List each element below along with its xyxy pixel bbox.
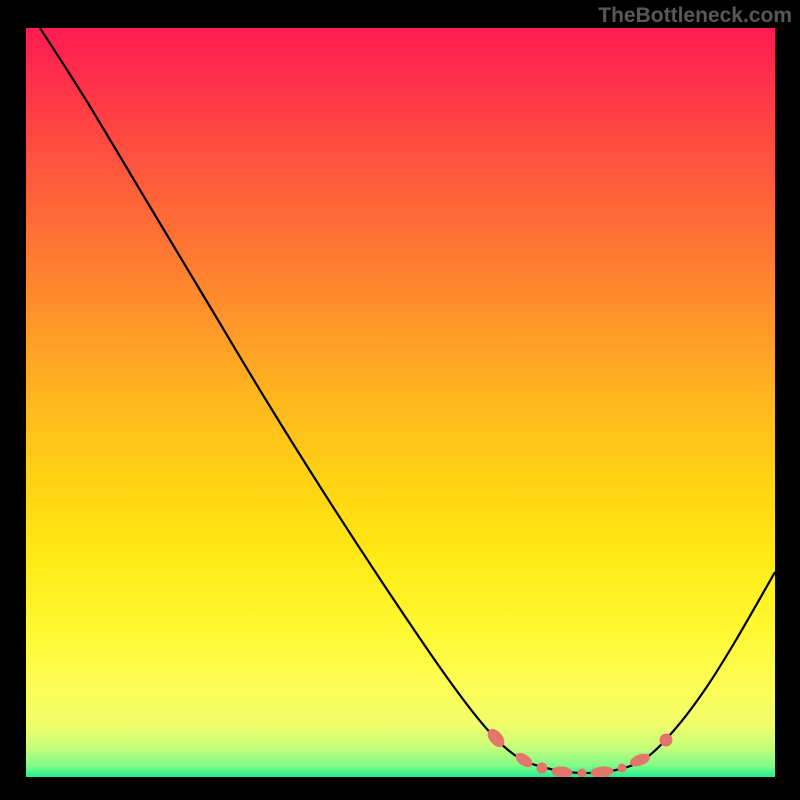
marker: [578, 769, 586, 777]
bottleneck-chart: [26, 28, 775, 777]
marker: [537, 763, 547, 773]
marker: [618, 764, 626, 772]
chart-background: [26, 28, 775, 777]
marker: [660, 734, 672, 746]
chart-plot-area: [26, 28, 775, 777]
watermark-text: TheBottleneck.com: [598, 4, 792, 28]
